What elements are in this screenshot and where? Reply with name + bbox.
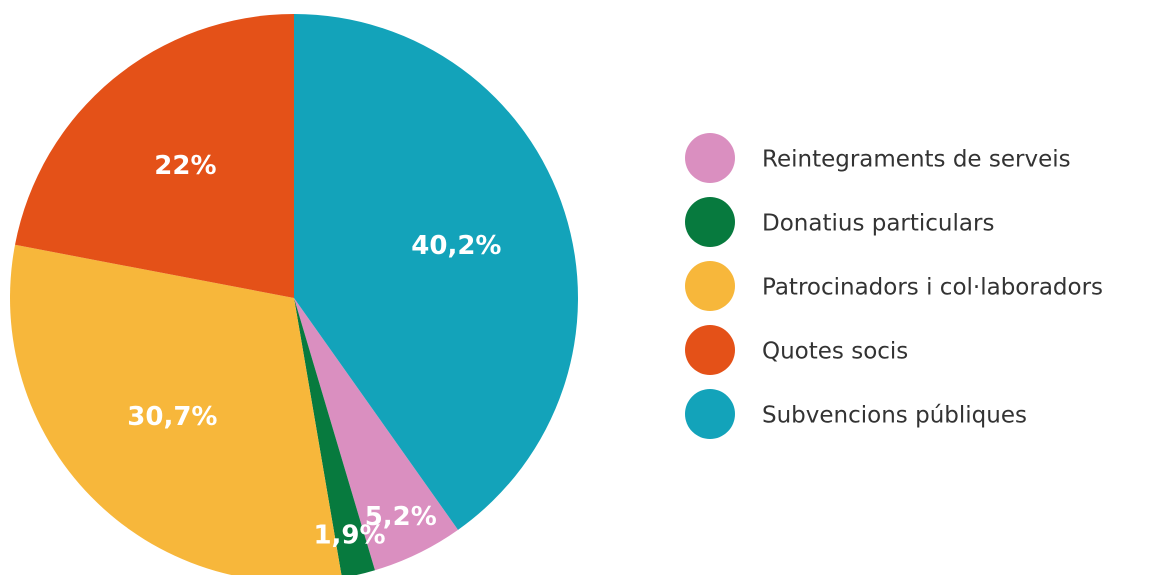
legend-label: Patrocinadors i col·laboradors [762, 275, 1103, 301]
legend-swatch [685, 261, 735, 311]
value-label: 22% [154, 151, 216, 181]
value-label: 1,9% [313, 520, 385, 550]
pie-slice [294, 298, 375, 575]
legend-label: Subvencions públiques [762, 403, 1027, 429]
legend-swatch [685, 133, 735, 183]
legend-swatch [685, 197, 735, 247]
value-label: 5,2% [365, 502, 437, 532]
pie-slice [15, 14, 294, 298]
pie-slice [294, 14, 578, 530]
legend-swatch [685, 325, 735, 375]
legend-swatch [685, 389, 735, 439]
value-label: 40,2% [411, 231, 501, 261]
pie-slice [294, 298, 459, 571]
value-label: 30,7% [127, 402, 217, 432]
legend-label: Quotes socis [762, 339, 908, 365]
legend-label: Reintegraments de serveis [762, 147, 1071, 173]
legend-label: Donatius particulars [762, 211, 994, 237]
pie-slice [10, 244, 342, 575]
